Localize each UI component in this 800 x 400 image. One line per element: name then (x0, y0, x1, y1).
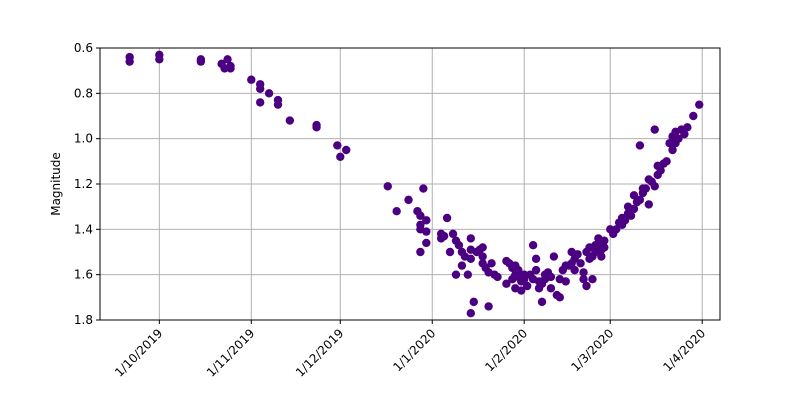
data-point (493, 272, 502, 282)
data-point (644, 200, 654, 209)
y-tick-label: 1.8 (74, 313, 93, 327)
data-point (576, 259, 585, 268)
data-point (478, 243, 487, 252)
y-tick-label: 1.6 (74, 268, 93, 282)
data-point (555, 293, 565, 302)
data-point (573, 250, 582, 259)
data-point (439, 231, 449, 241)
y-axis-ticks: 0.6 0.8 1.0 1.2 1.4 1.6 1.8 (74, 41, 100, 327)
data-point (466, 254, 476, 263)
data-point (546, 284, 556, 293)
data-point (392, 207, 401, 216)
data-point (466, 309, 476, 318)
data-point (442, 213, 452, 223)
data-point (155, 55, 164, 64)
data-point (422, 216, 431, 225)
y-tick-label: 0.6 (74, 41, 93, 55)
data-point (247, 75, 256, 84)
data-point (656, 166, 665, 175)
data-point (629, 204, 639, 214)
data-point (561, 277, 570, 286)
data-point (537, 297, 547, 307)
data-point (528, 241, 538, 250)
data-point (588, 275, 597, 284)
data-point (650, 182, 659, 191)
data-point (196, 57, 206, 66)
data-point (665, 139, 674, 148)
data-point (255, 80, 265, 89)
data-point (600, 236, 609, 245)
data-point (674, 134, 683, 143)
data-point (312, 123, 321, 132)
data-point (457, 261, 467, 270)
data-point (416, 211, 425, 220)
data-point (463, 270, 473, 279)
data-point (531, 254, 541, 263)
data-point (514, 265, 523, 275)
data-point (680, 129, 689, 139)
data-point (285, 116, 295, 125)
data-point (445, 247, 455, 257)
y-axis-label: Magnitude (49, 152, 63, 216)
data-point (484, 302, 493, 311)
data-point (579, 275, 588, 284)
data-point (635, 195, 645, 205)
data-point (650, 125, 659, 134)
data-point (419, 184, 428, 193)
data-points (125, 50, 704, 318)
data-point (531, 265, 541, 275)
data-point (549, 252, 559, 261)
data-point (570, 265, 579, 275)
data-point (333, 141, 342, 150)
data-point (255, 98, 265, 107)
data-point (422, 227, 431, 236)
data-point (466, 234, 476, 243)
y-tick-label: 0.8 (74, 86, 93, 100)
data-point (635, 141, 645, 150)
data-point (689, 111, 698, 121)
data-point (626, 211, 636, 220)
data-point (641, 184, 651, 193)
data-point (517, 286, 526, 295)
data-point (668, 145, 677, 155)
data-point (264, 89, 274, 98)
data-point (125, 57, 134, 66)
data-point (383, 182, 392, 191)
data-point (620, 216, 630, 225)
data-point (336, 152, 345, 161)
data-point (522, 281, 532, 291)
data-point (342, 145, 351, 155)
data-point (683, 123, 692, 132)
data-point (582, 281, 591, 291)
data-point (629, 191, 639, 200)
data-point (422, 238, 431, 248)
data-point (404, 195, 413, 205)
y-tick-label: 1.0 (74, 132, 93, 146)
data-point (487, 259, 496, 268)
data-point (600, 243, 609, 252)
data-point (579, 268, 588, 277)
data-point (451, 270, 461, 279)
data-point (454, 241, 464, 250)
data-point (695, 100, 704, 109)
data-point (448, 229, 458, 239)
data-point (662, 157, 671, 166)
data-point (520, 275, 529, 284)
y-tick-label: 1.4 (74, 222, 93, 236)
data-point (226, 64, 235, 73)
data-point (223, 55, 232, 64)
data-point (502, 279, 511, 288)
data-point (416, 247, 425, 257)
data-point (546, 272, 556, 282)
data-point (597, 252, 606, 261)
data-point (478, 252, 487, 261)
y-tick-label: 1.2 (74, 177, 93, 191)
data-point (273, 100, 283, 109)
data-point (611, 225, 621, 234)
data-point (469, 297, 478, 307)
